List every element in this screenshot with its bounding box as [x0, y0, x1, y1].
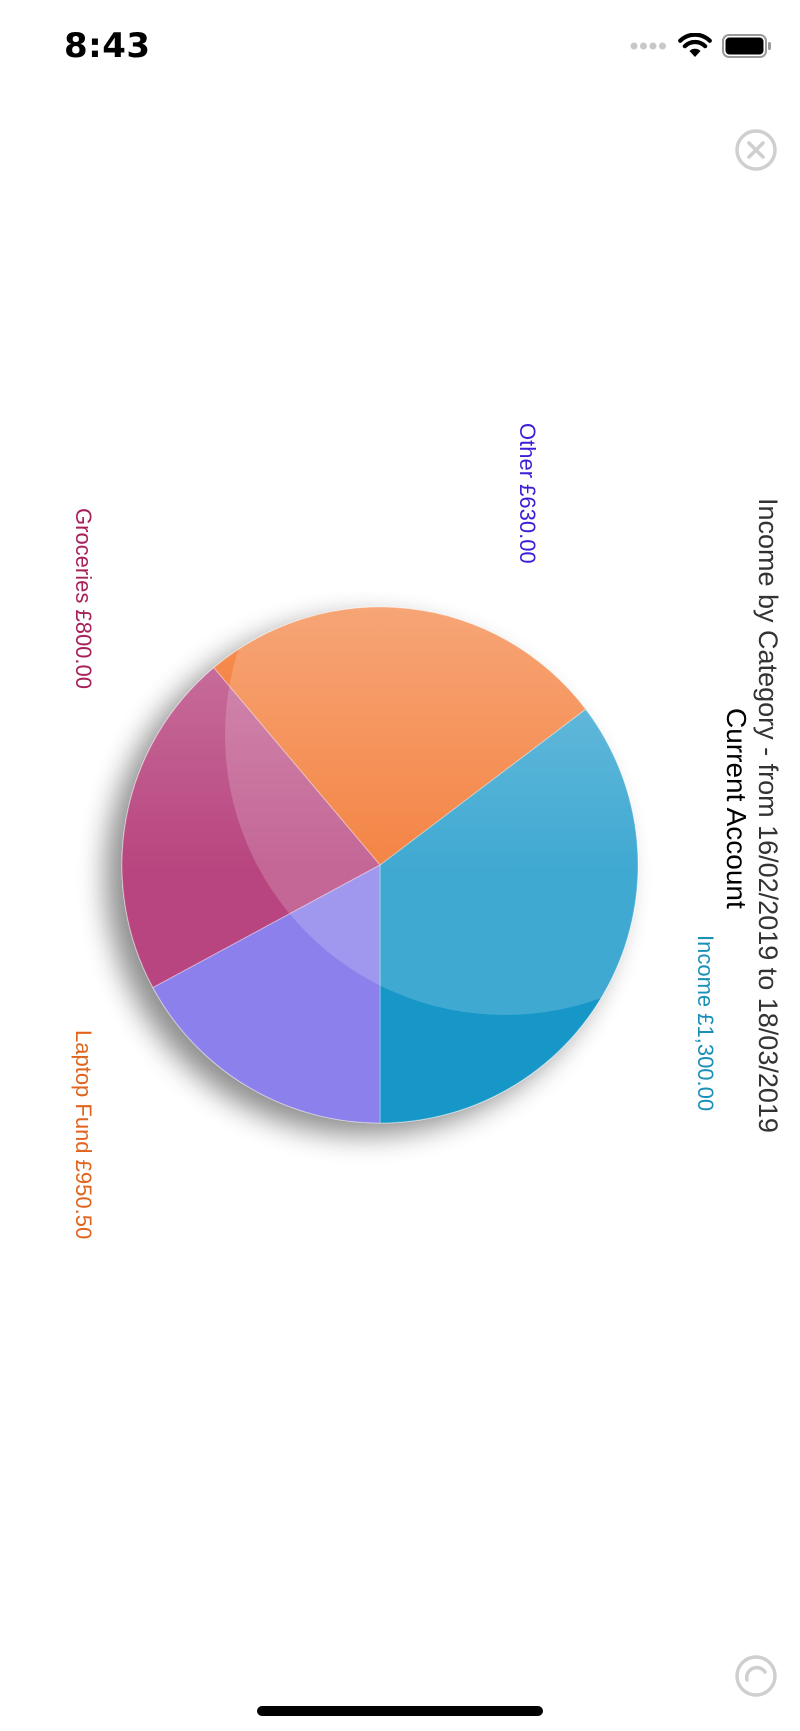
slice-label-income: Income £1,300.00: [693, 935, 718, 1112]
rotate-button[interactable]: [733, 1653, 779, 1699]
status-bar: 8:43: [0, 0, 800, 96]
wifi-icon: [678, 33, 712, 57]
status-time: 8:43: [64, 26, 151, 66]
close-button[interactable]: [733, 127, 779, 173]
battery-icon: [722, 34, 771, 58]
status-icons: [630, 30, 772, 62]
pie-slice-other: [152, 864, 381, 1124]
rotate-icon: [735, 1655, 777, 1697]
signal-dots-icon: [630, 42, 666, 50]
close-circle-icon: [735, 129, 777, 171]
slice-label-groceries: Groceries £800.00: [71, 508, 96, 689]
home-indicator: [257, 1706, 543, 1716]
chart-subtitle: Current Account: [721, 708, 752, 909]
slice-label-laptop-fund: Laptop Fund £950.50: [71, 1030, 96, 1240]
chart-title: Income by Category - from 16/02/2019 to …: [753, 498, 783, 1133]
slice-label-other: Other £630.00: [515, 423, 540, 564]
